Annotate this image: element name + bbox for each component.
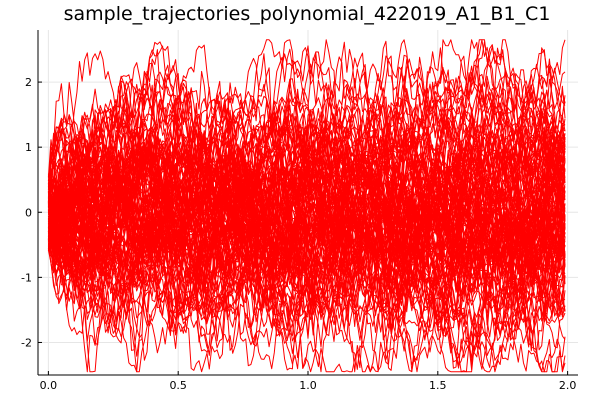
- ticks: 0.0 0.5 1.0 1.5 2.0 -2 -1 0 1 2: [21, 76, 576, 392]
- x-tick-label: 0.0: [40, 379, 58, 392]
- trajectory-110: [47, 86, 566, 300]
- trajectory-81: [47, 174, 566, 369]
- x-tick-label: 1.0: [299, 379, 317, 392]
- trajectory-37: [47, 39, 566, 257]
- series-group: [47, 39, 566, 373]
- trajectory-119: [47, 118, 566, 313]
- trajectory-103: [47, 39, 566, 314]
- trajectory-61: [47, 39, 566, 373]
- y-tick-label: 0: [25, 206, 32, 219]
- chart-title: sample_trajectories_polynomial_422019_A1…: [64, 3, 551, 25]
- trajectory-109: [47, 39, 566, 309]
- y-tick-label: 2: [25, 76, 32, 89]
- trajectory-107: [48, 124, 566, 320]
- y-tick-label: -1: [21, 271, 32, 284]
- trajectory-76: [47, 143, 566, 373]
- trajectory-111: [47, 106, 566, 324]
- trajectory-96: [47, 39, 566, 328]
- trajectory-115: [47, 47, 566, 286]
- trajectory-118: [47, 78, 566, 292]
- y-tick-label: 1: [25, 141, 32, 154]
- x-tick-label: 0.5: [169, 379, 187, 392]
- trajectory-112: [47, 75, 566, 301]
- trajectory-117: [47, 57, 566, 295]
- y-tick-label: -2: [21, 336, 32, 349]
- x-tick-label: 2.0: [559, 379, 577, 392]
- x-tick-label: 1.5: [429, 379, 447, 392]
